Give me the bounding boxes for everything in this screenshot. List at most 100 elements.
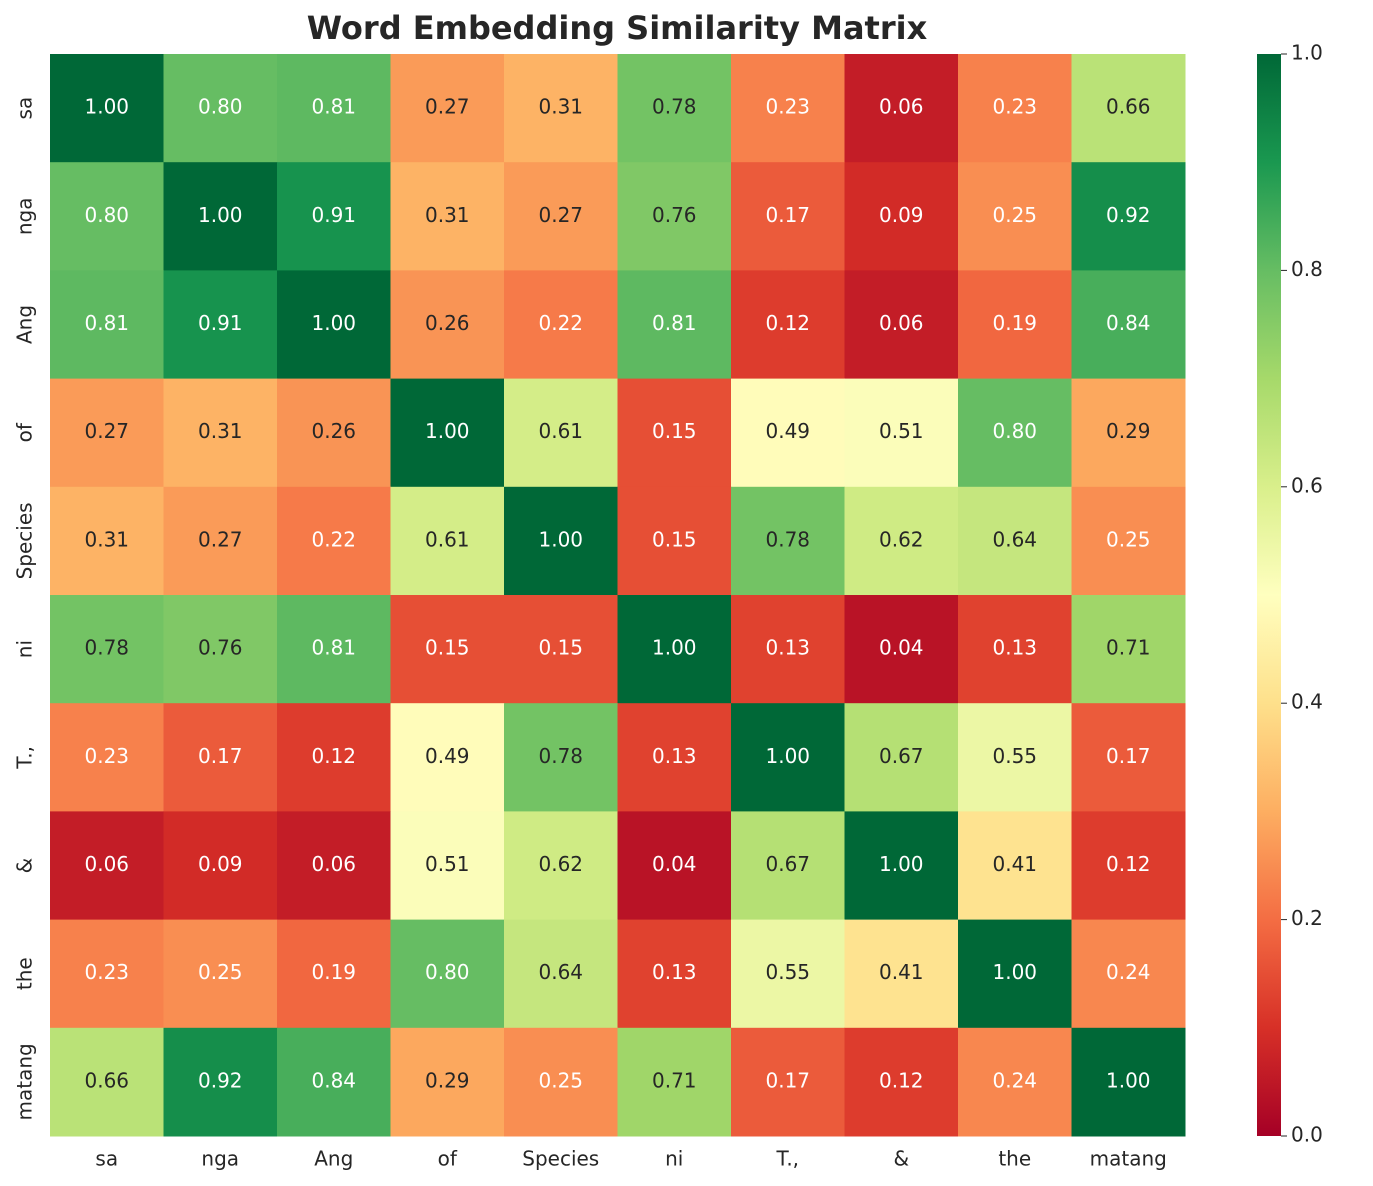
cell-label: 0.31 [198, 419, 243, 443]
heatmap-cell [731, 162, 845, 271]
cell-label: 0.27 [198, 527, 243, 551]
heatmap-cell [504, 1027, 618, 1137]
heatmap-cell [277, 162, 391, 271]
heatmap-cell [504, 270, 618, 380]
colorbar-tick-label: 0.6 [1291, 473, 1323, 497]
cell-label: 0.24 [992, 1068, 1037, 1092]
cell-label: 0.15 [425, 636, 470, 660]
heatmap-cell [731, 811, 845, 921]
cell-label: 1.00 [425, 419, 470, 443]
cell-label: 0.13 [652, 960, 697, 984]
heatmap-cell [958, 811, 1072, 921]
heatmap-cell [277, 378, 391, 488]
heatmap-cell [504, 378, 618, 488]
cell-label: 0.17 [198, 744, 243, 768]
heatmap-cell [731, 270, 845, 380]
x-tick-label: nga [201, 1147, 239, 1171]
heatmap-cell [1071, 270, 1186, 380]
heatmap-cell [731, 703, 845, 812]
colorbar-tick-label: 0.8 [1291, 257, 1323, 281]
heatmap-cell [277, 270, 391, 380]
heatmap-cell [958, 270, 1072, 380]
heatmap-cell [50, 595, 164, 704]
y-tick-label: the [13, 957, 37, 990]
cell-label: 0.22 [538, 311, 583, 335]
heatmap-cell [958, 162, 1072, 271]
heatmap-cell [163, 378, 278, 488]
heatmap-cell [50, 703, 164, 812]
cell-label: 0.49 [425, 744, 470, 768]
heatmap-cell [277, 1027, 391, 1137]
heatmap-cell [617, 1027, 732, 1137]
x-tick-label: & [893, 1147, 909, 1171]
heatmap-cell [844, 162, 959, 271]
x-tick-label: sa [95, 1147, 118, 1171]
cell-label: 0.25 [1106, 527, 1151, 551]
cell-label: 1.00 [1106, 1068, 1151, 1092]
heatmap-cell [504, 811, 618, 921]
cell-label: 0.26 [311, 419, 356, 443]
heatmap-cell [277, 595, 391, 704]
heatmap-cell [277, 54, 391, 163]
cell-label: 0.49 [765, 419, 810, 443]
y-tick-label: Ang [13, 305, 37, 344]
cell-label: 0.17 [765, 203, 810, 227]
heatmap-cell [844, 378, 959, 488]
heatmap-cell [731, 919, 845, 1029]
cell-label: 0.81 [84, 311, 129, 335]
heatmap-cell [958, 1027, 1072, 1137]
cell-label: 0.64 [992, 527, 1037, 551]
heatmap-cell [731, 378, 845, 488]
cell-label: 0.25 [198, 960, 243, 984]
cell-label: 0.13 [652, 744, 697, 768]
heatmap-cell [731, 1027, 845, 1137]
colorbar-tick-label: 0.0 [1291, 1123, 1323, 1147]
x-tick-label: the [998, 1147, 1031, 1171]
y-tick-label: sa [13, 97, 37, 120]
cell-label: 0.31 [84, 527, 129, 551]
cell-label: 0.78 [538, 744, 583, 768]
colorbar-tick-label: 0.2 [1291, 906, 1323, 930]
cell-label: 0.80 [992, 419, 1037, 443]
heatmap-cell [617, 162, 732, 271]
cell-label: 0.06 [84, 852, 129, 876]
cell-label: 0.09 [879, 203, 924, 227]
cell-label: 0.91 [311, 203, 356, 227]
heatmap-cell [617, 486, 732, 596]
heatmap-cell [1071, 919, 1186, 1029]
heatmap-cell [163, 270, 278, 380]
heatmap-cell [1071, 703, 1186, 812]
heatmap-cell [163, 54, 278, 163]
y-tick-label: T., [13, 746, 37, 770]
heatmap-cell [163, 811, 278, 921]
heatmap-cell [617, 703, 732, 812]
cell-label: 0.71 [652, 1068, 697, 1092]
x-tick-label: Species [522, 1147, 599, 1171]
cell-label: 1.00 [992, 960, 1037, 984]
cell-label: 0.61 [425, 527, 470, 551]
heatmap-cell [504, 162, 618, 271]
cell-label: 0.66 [84, 1068, 129, 1092]
cell-label: 0.29 [1106, 419, 1151, 443]
heatmap-cell [163, 703, 278, 812]
y-tick-label: ni [13, 640, 37, 658]
cell-label: 0.27 [425, 95, 470, 119]
cell-label: 0.19 [311, 960, 356, 984]
heatmap-cell [50, 54, 164, 163]
heatmap-cell [1071, 54, 1186, 163]
cell-label: 0.80 [198, 95, 243, 119]
heatmap-cell [504, 703, 618, 812]
heatmap-cell [163, 162, 278, 271]
cell-label: 0.84 [1106, 311, 1151, 335]
cell-label: 0.81 [311, 636, 356, 660]
heatmap-cell [958, 378, 1072, 488]
heatmap-cell [617, 378, 732, 488]
cell-label: 0.23 [84, 960, 129, 984]
x-tick-label: ni [665, 1147, 683, 1171]
heatmap-cell [617, 54, 732, 163]
cell-label: 0.91 [198, 311, 243, 335]
heatmap-cell [390, 1027, 505, 1137]
cell-label: 0.62 [879, 527, 924, 551]
cell-label: 0.29 [425, 1068, 470, 1092]
